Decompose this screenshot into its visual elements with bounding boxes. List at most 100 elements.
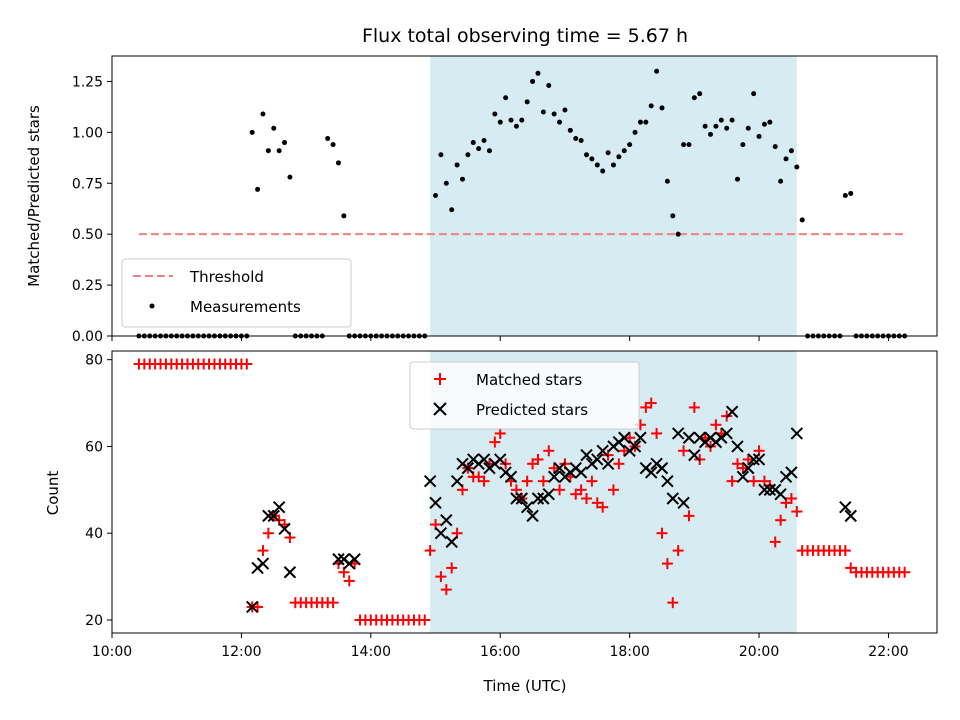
measurement-point: [648, 103, 654, 109]
measurement-point: [470, 140, 476, 146]
legend-threshold-label: Threshold: [189, 268, 264, 286]
measurement-point: [729, 117, 735, 123]
bottom-panel: 20 40 60 80 10:00 12:00 14:00 16:00 18:00 20:00 2…: [44, 350, 938, 695]
measurement-point: [508, 117, 514, 123]
bottom-y-tick-label: 80: [85, 353, 103, 369]
measurement-point: [654, 68, 660, 74]
matched-star-point: [683, 510, 695, 522]
predicted-star-point: [542, 487, 555, 501]
predicted-star-point: [547, 470, 561, 484]
predicted-star-point: [574, 466, 588, 479]
measurement-point: [842, 192, 848, 198]
predicted-star-point: [445, 535, 458, 549]
measurement-point: [492, 111, 498, 117]
measurement-point: [745, 125, 751, 131]
measurement-point: [767, 119, 773, 125]
matched-stars-points: [133, 358, 911, 626]
bottom-axes-frame: [111, 350, 938, 634]
matched-star-point: [737, 462, 749, 474]
measurement-point: [734, 176, 740, 182]
matched-star-point: [257, 545, 269, 557]
predicted-star-point: [839, 500, 852, 514]
predicted-star-point: [510, 492, 523, 505]
measurement-point: [686, 142, 692, 148]
measurement-point: [589, 156, 595, 162]
predicted-star-point: [515, 492, 529, 505]
bottom-y-tick-label: 60: [85, 439, 103, 455]
matched-star-point: [651, 427, 663, 439]
matched-star-point: [548, 462, 560, 474]
measurement-point: [600, 168, 606, 174]
bottom-y-tick-label: 20: [85, 613, 103, 629]
predicted-star-point: [666, 492, 679, 505]
legend-predicted-swatch: [433, 402, 447, 416]
measurement-point: [751, 91, 757, 97]
predicted-star-point: [504, 470, 518, 484]
measurement-point: [691, 95, 697, 101]
predicted-star-point: [348, 553, 361, 566]
measurement-point: [584, 152, 590, 158]
measurement-point: [513, 123, 519, 129]
top-y-tick-label: 0.25: [72, 278, 103, 294]
x-tick-label: 12:00: [221, 644, 261, 660]
measurement-point: [708, 131, 714, 137]
predicted-star-point: [267, 509, 280, 523]
predicted-star-point: [580, 448, 593, 462]
matched-star-point: [327, 597, 339, 609]
matched-star-point: [252, 601, 264, 613]
measurement-point: [265, 148, 271, 154]
predicted-star-point: [774, 487, 787, 501]
top-measurement-points: [136, 68, 908, 339]
matched-star-point: [769, 536, 781, 548]
predicted-star-point: [725, 405, 739, 418]
measurement-point: [573, 135, 579, 141]
measurement-point: [724, 125, 730, 131]
top-x-axis: [111, 336, 889, 341]
legend-measurements-swatch: [149, 303, 155, 309]
measurement-point: [643, 119, 649, 125]
predicted-star-point: [245, 600, 259, 614]
measurement-point: [670, 213, 676, 219]
bottom-x-axis: 10:00 12:00 14:00 16:00 18:00 20:00 22:00: [92, 633, 909, 660]
matched-star-point: [581, 493, 593, 505]
matched-star-point: [678, 445, 690, 457]
matched-star-point: [419, 614, 431, 626]
matched-star-point: [710, 419, 722, 431]
x-tick-label: 22:00: [868, 644, 908, 660]
measurement-point: [616, 154, 622, 160]
measurement-point: [503, 95, 509, 101]
measurement-point: [276, 148, 282, 154]
bottom-legend-box: [409, 361, 640, 430]
matched-star-point: [839, 545, 851, 557]
predicted-star-point: [278, 522, 291, 536]
measurement-point: [783, 156, 789, 162]
measurement-point: [519, 117, 525, 123]
predicted-star-point: [763, 483, 777, 497]
top-observing-shade: [430, 56, 797, 336]
x-tick-label: 14:00: [351, 644, 391, 660]
predicted-star-point: [628, 440, 642, 453]
measurement-point: [632, 129, 638, 135]
bottom-y-axis: 20 40 60 80: [85, 353, 112, 629]
predicted-star-point: [450, 474, 464, 488]
measurement-point: [459, 176, 465, 182]
matched-star-point: [597, 501, 609, 513]
measurement-point: [449, 207, 455, 213]
measurement-point: [713, 123, 719, 129]
matched-star-point: [667, 597, 679, 609]
predicted-star-point: [747, 453, 760, 466]
measurement-point: [675, 231, 681, 237]
measurement-point: [610, 162, 616, 168]
matched-star-point: [726, 475, 738, 487]
chart-title: Flux total observing time = 5.67 h: [362, 25, 688, 47]
measurement-point: [530, 78, 536, 84]
top-y-tick-label: 0.00: [72, 329, 103, 345]
top-y-tick-label: 0.75: [72, 176, 103, 192]
matched-star-point: [554, 484, 566, 496]
measurement-point: [761, 121, 767, 127]
measurement-point: [535, 70, 541, 76]
measurement-point: [271, 125, 277, 131]
top-y-tick-label: 1.00: [72, 125, 103, 141]
measurement-point: [605, 150, 611, 156]
matched-star-point: [446, 562, 458, 574]
